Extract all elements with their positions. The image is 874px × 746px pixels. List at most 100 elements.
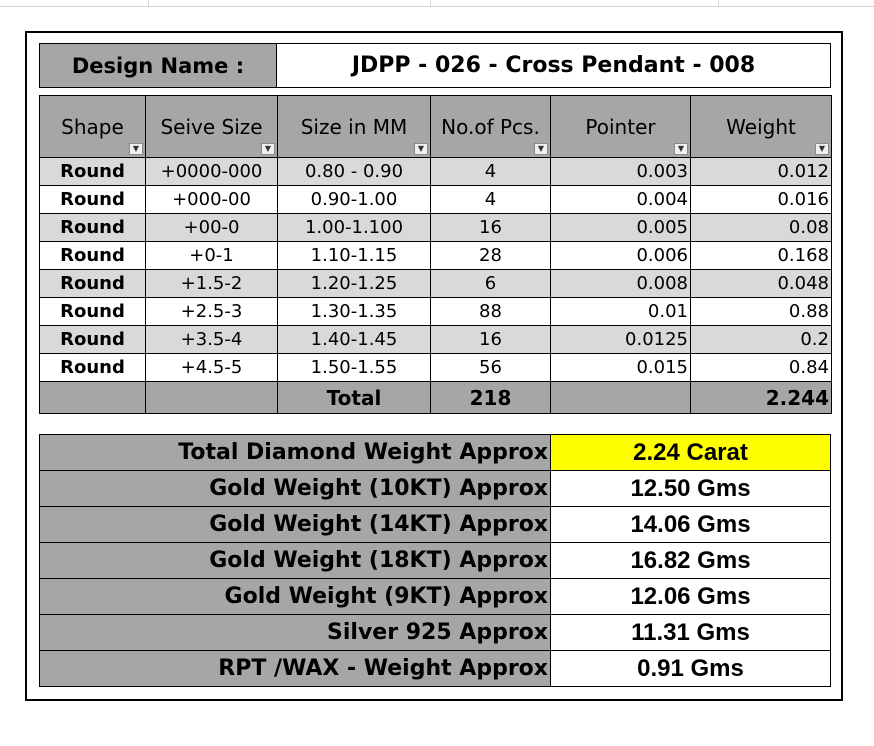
total-pcs[interactable]: 218 [430, 381, 551, 414]
summary-row-gold-14kt: Gold Weight (14KT) Approx 14.06 Gms [39, 506, 831, 543]
cell-pcs[interactable]: 6 [430, 269, 551, 298]
cell-shape[interactable]: Round [39, 185, 146, 214]
total-empty-cell[interactable] [145, 381, 278, 414]
cell-sieve[interactable]: +3.5-4 [145, 325, 278, 354]
cell-pointer[interactable]: 0.01 [550, 297, 691, 326]
total-weight[interactable]: 2.244 [690, 381, 832, 414]
cell-shape[interactable]: Round [39, 241, 146, 270]
cell-pcs[interactable]: 16 [430, 325, 551, 354]
cell-sieve[interactable]: +000-00 [145, 185, 278, 214]
cell-shape[interactable]: Round [39, 157, 146, 186]
cell-pointer[interactable]: 0.005 [550, 213, 691, 242]
cell-pcs[interactable]: 56 [430, 353, 551, 382]
summary-value[interactable]: 12.50 Gms [550, 470, 831, 507]
cell-pointer[interactable]: 0.006 [550, 241, 691, 270]
cell-sieve[interactable]: +2.5-3 [145, 297, 278, 326]
cell-shape[interactable]: Round [39, 325, 146, 354]
dropdown-arrow-icon[interactable]: ▼ [815, 143, 829, 155]
stone-details-table: Shape ▼ Seive Size ▼ Size in MM ▼ No.of Pcs… [39, 95, 832, 414]
cell-sieve[interactable]: +0000-000 [145, 157, 278, 186]
total-label[interactable]: Total [277, 381, 431, 414]
cell-pcs[interactable]: 28 [430, 241, 551, 270]
summary-row-gold-9kt: Gold Weight (9KT) Approx 12.06 Gms [39, 578, 831, 615]
cell-weight[interactable]: 0.84 [690, 353, 832, 382]
cell-weight[interactable]: 0.048 [690, 269, 832, 298]
table-row: Round +4.5-5 1.50-1.55 56 0.015 0.84 [39, 353, 832, 382]
cell-weight[interactable]: 0.2 [690, 325, 832, 354]
cell-shape[interactable]: Round [39, 269, 146, 298]
summary-row-gold-10kt: Gold Weight (10KT) Approx 12.50 Gms [39, 470, 831, 507]
summary-value[interactable]: 12.06 Gms [550, 578, 831, 615]
summary-label[interactable]: Gold Weight (9KT) Approx [39, 578, 551, 615]
cell-mm[interactable]: 1.40-1.45 [277, 325, 431, 354]
summary-value[interactable]: 0.91 Gms [550, 650, 831, 687]
cell-mm[interactable]: 1.50-1.55 [277, 353, 431, 382]
design-name-value[interactable]: JDPP - 026 - Cross Pendant - 008 [276, 43, 831, 88]
cell-mm[interactable]: 0.80 - 0.90 [277, 157, 431, 186]
cell-pointer[interactable]: 0.008 [550, 269, 691, 298]
total-empty-cell[interactable] [550, 381, 691, 414]
cell-mm[interactable]: 1.30-1.35 [277, 297, 431, 326]
design-name-row: Design Name : JDPP - 026 - Cross Pendant… [39, 43, 831, 88]
summary-label[interactable]: Total Diamond Weight Approx [39, 434, 551, 471]
summary-label[interactable]: Gold Weight (14KT) Approx [39, 506, 551, 543]
summary-row-diamond: Total Diamond Weight Approx 2.24 Carat [39, 434, 831, 471]
header-shape[interactable]: Shape ▼ [39, 95, 146, 158]
summary-value[interactable]: 16.82 Gms [550, 542, 831, 579]
cell-sieve[interactable]: +00-0 [145, 213, 278, 242]
cell-pcs[interactable]: 16 [430, 213, 551, 242]
summary-label[interactable]: RPT /WAX - Weight Approx [39, 650, 551, 687]
summary-label[interactable]: Gold Weight (18KT) Approx [39, 542, 551, 579]
total-empty-cell[interactable] [39, 381, 146, 414]
cell-sieve[interactable]: +4.5-5 [145, 353, 278, 382]
print-area-border [25, 31, 843, 701]
table-header-row: Shape ▼ Seive Size ▼ Size in MM ▼ No.of Pcs… [39, 95, 832, 158]
summary-row-gold-18kt: Gold Weight (18KT) Approx 16.82 Gms [39, 542, 831, 579]
cell-pcs[interactable]: 4 [430, 185, 551, 214]
dropdown-arrow-icon[interactable]: ▼ [414, 143, 428, 155]
cell-sieve[interactable]: +0-1 [145, 241, 278, 270]
summary-value[interactable]: 14.06 Gms [550, 506, 831, 543]
cell-pcs[interactable]: 88 [430, 297, 551, 326]
spreadsheet-gridlines [0, 0, 874, 7]
cell-weight[interactable]: 0.08 [690, 213, 832, 242]
table-row: Round +1.5-2 1.20-1.25 6 0.008 0.048 [39, 269, 832, 298]
cell-shape[interactable]: Round [39, 297, 146, 326]
cell-mm[interactable]: 0.90-1.00 [277, 185, 431, 214]
cell-pointer[interactable]: 0.003 [550, 157, 691, 186]
weight-summary-table: Total Diamond Weight Approx 2.24 Carat G… [39, 434, 831, 687]
header-no-of-pcs[interactable]: No.of Pcs. ▼ [430, 95, 551, 158]
filter-funnel-icon[interactable]: ▼ [534, 143, 548, 155]
cell-weight[interactable]: 0.016 [690, 185, 832, 214]
cell-shape[interactable]: Round [39, 353, 146, 382]
header-seive-size[interactable]: Seive Size ▼ [145, 95, 278, 158]
header-pointer[interactable]: Pointer ▼ [550, 95, 691, 158]
summary-label[interactable]: Silver 925 Approx [39, 614, 551, 651]
header-size-in-mm[interactable]: Size in MM ▼ [277, 95, 431, 158]
table-row: Round +000-00 0.90-1.00 4 0.004 0.016 [39, 185, 832, 214]
cell-mm[interactable]: 1.20-1.25 [277, 269, 431, 298]
cell-weight[interactable]: 0.168 [690, 241, 832, 270]
table-row: Round +0000-000 0.80 - 0.90 4 0.003 0.01… [39, 157, 832, 186]
summary-row-rpt-wax: RPT /WAX - Weight Approx 0.91 Gms [39, 650, 831, 687]
summary-value[interactable]: 11.31 Gms [550, 614, 831, 651]
cell-pointer[interactable]: 0.004 [550, 185, 691, 214]
cell-sieve[interactable]: +1.5-2 [145, 269, 278, 298]
cell-weight[interactable]: 0.88 [690, 297, 832, 326]
cell-pointer[interactable]: 0.015 [550, 353, 691, 382]
cell-pcs[interactable]: 4 [430, 157, 551, 186]
cell-shape[interactable]: Round [39, 213, 146, 242]
cell-mm[interactable]: 1.00-1.100 [277, 213, 431, 242]
summary-value[interactable]: 2.24 Carat [550, 434, 831, 471]
cell-pointer[interactable]: 0.0125 [550, 325, 691, 354]
cell-mm[interactable]: 1.10-1.15 [277, 241, 431, 270]
total-row: Total 218 2.244 [39, 381, 832, 414]
design-name-label[interactable]: Design Name : [39, 43, 277, 88]
dropdown-arrow-icon[interactable]: ▼ [674, 143, 688, 155]
dropdown-arrow-icon[interactable]: ▼ [261, 143, 275, 155]
dropdown-arrow-icon[interactable]: ▼ [129, 143, 143, 155]
cell-weight[interactable]: 0.012 [690, 157, 832, 186]
header-weight[interactable]: Weight ▼ [690, 95, 832, 158]
summary-label[interactable]: Gold Weight (10KT) Approx [39, 470, 551, 507]
table-row: Round +0-1 1.10-1.15 28 0.006 0.168 [39, 241, 832, 270]
